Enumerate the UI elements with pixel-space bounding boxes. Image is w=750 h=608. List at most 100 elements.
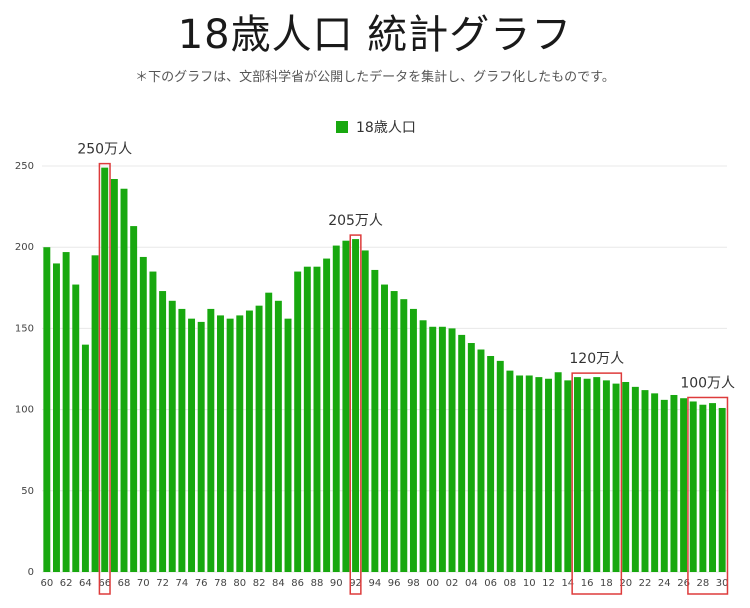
bar-28: [699, 404, 707, 572]
x-tick-label-96: 96: [388, 578, 401, 589]
bar-97: [400, 299, 408, 572]
bar-76: [197, 321, 205, 572]
x-tick-label-62: 62: [60, 578, 73, 589]
bar-60: [43, 247, 51, 572]
bar-72: [159, 291, 167, 572]
bar-22: [641, 390, 649, 572]
x-tick-label-04: 04: [465, 578, 478, 589]
bar-69: [130, 226, 138, 572]
bar-65: [91, 255, 99, 572]
x-tick-label-14: 14: [561, 578, 574, 589]
x-tick-label-78: 78: [214, 578, 227, 589]
bar-17: [593, 377, 601, 572]
x-tick-label-68: 68: [118, 578, 131, 589]
bar-70: [139, 256, 147, 572]
bar-79: [226, 318, 234, 572]
legend-label-18sai: 18歳人口: [356, 120, 416, 136]
bar-23: [651, 393, 659, 572]
annotation-label-2: 205万人: [328, 213, 383, 229]
x-tick-label-72: 72: [156, 578, 169, 589]
bar-10: [525, 375, 533, 572]
x-tick-label-26: 26: [677, 578, 690, 589]
annotation-label-3: 120万人: [569, 351, 624, 367]
bar-20: [622, 381, 630, 572]
bar-29: [709, 403, 717, 572]
x-tick-label-94: 94: [368, 578, 381, 589]
y-tick-label-0: 0: [28, 567, 34, 578]
bar-14: [564, 380, 572, 572]
bar-09: [516, 375, 524, 572]
x-tick-label-16: 16: [581, 578, 594, 589]
x-tick-label-60: 60: [40, 578, 53, 589]
bar-24: [660, 399, 668, 572]
bar-96: [390, 291, 398, 572]
bar-06: [487, 356, 495, 572]
bar-91: [342, 240, 350, 573]
bar-68: [120, 188, 128, 572]
bar-63: [72, 284, 80, 572]
bar-92: [352, 239, 360, 572]
y-tick-label-50: 50: [21, 486, 34, 497]
x-tick-label-20: 20: [619, 578, 632, 589]
bar-11: [535, 377, 543, 572]
x-tick-label-28: 28: [697, 578, 710, 589]
bar-00: [429, 326, 437, 572]
annotation-label-4: 100万人: [680, 375, 735, 391]
bar-88: [313, 266, 321, 572]
x-tick-label-92: 92: [349, 578, 362, 589]
x-tick-label-64: 64: [79, 578, 92, 589]
page-title: 18歳人口 統計グラフ: [177, 12, 573, 58]
bar-61: [52, 263, 60, 572]
x-tick-label-74: 74: [176, 578, 189, 589]
bar-73: [168, 300, 176, 572]
bar-99: [419, 320, 427, 572]
y-tick-label-200: 200: [15, 242, 34, 253]
y-tick-label-100: 100: [15, 405, 34, 416]
bar-83: [265, 292, 273, 572]
bar-75: [188, 318, 196, 572]
x-tick-label-84: 84: [272, 578, 285, 589]
bar-01: [438, 326, 446, 572]
highlight-box-1: [98, 162, 111, 595]
bar-62: [62, 252, 70, 572]
bar-02: [448, 328, 456, 572]
x-tick-label-90: 90: [330, 578, 343, 589]
x-tick-label-30: 30: [716, 578, 729, 589]
y-axis-ticks: 0 50 100 150 200 250: [15, 161, 34, 578]
bar-90: [332, 245, 340, 573]
bar-81: [245, 310, 253, 572]
bar-13: [554, 372, 562, 572]
x-tick-label-98: 98: [407, 578, 420, 589]
highlight-box-3: [571, 372, 623, 595]
bar-07: [496, 360, 504, 572]
bar-71: [149, 271, 157, 572]
x-tick-label-24: 24: [658, 578, 671, 589]
bar-89: [323, 258, 331, 572]
x-tick-label-82: 82: [253, 578, 266, 589]
bar-77: [207, 308, 215, 572]
y-tick-label-150: 150: [15, 323, 34, 334]
bar-15: [573, 377, 581, 572]
bar-78: [217, 315, 224, 572]
bar-85: [284, 318, 292, 572]
bar-18: [602, 380, 610, 572]
bar-66: [101, 167, 109, 572]
legend[interactable]: 18歳人口: [336, 120, 416, 136]
legend-swatch-18sai: [336, 121, 348, 133]
x-tick-label-08: 08: [504, 578, 517, 589]
bar-74: [178, 308, 186, 572]
x-tick-label-88: 88: [311, 578, 324, 589]
page-subtitle: ＊下のグラフは、文部科学省が公開したデータを集計し、グラフ化したものです。: [135, 70, 615, 85]
x-tick-label-70: 70: [137, 578, 150, 589]
x-tick-label-12: 12: [542, 578, 555, 589]
bar-26: [680, 398, 688, 572]
bar-04: [467, 343, 475, 572]
bar-05: [477, 349, 485, 572]
x-tick-label-18: 18: [600, 578, 613, 589]
x-tick-label-06: 06: [484, 578, 497, 589]
x-tick-label-66: 66: [98, 578, 111, 589]
bar-64: [81, 344, 89, 572]
bar-19: [612, 383, 620, 572]
bar-03: [458, 334, 466, 572]
